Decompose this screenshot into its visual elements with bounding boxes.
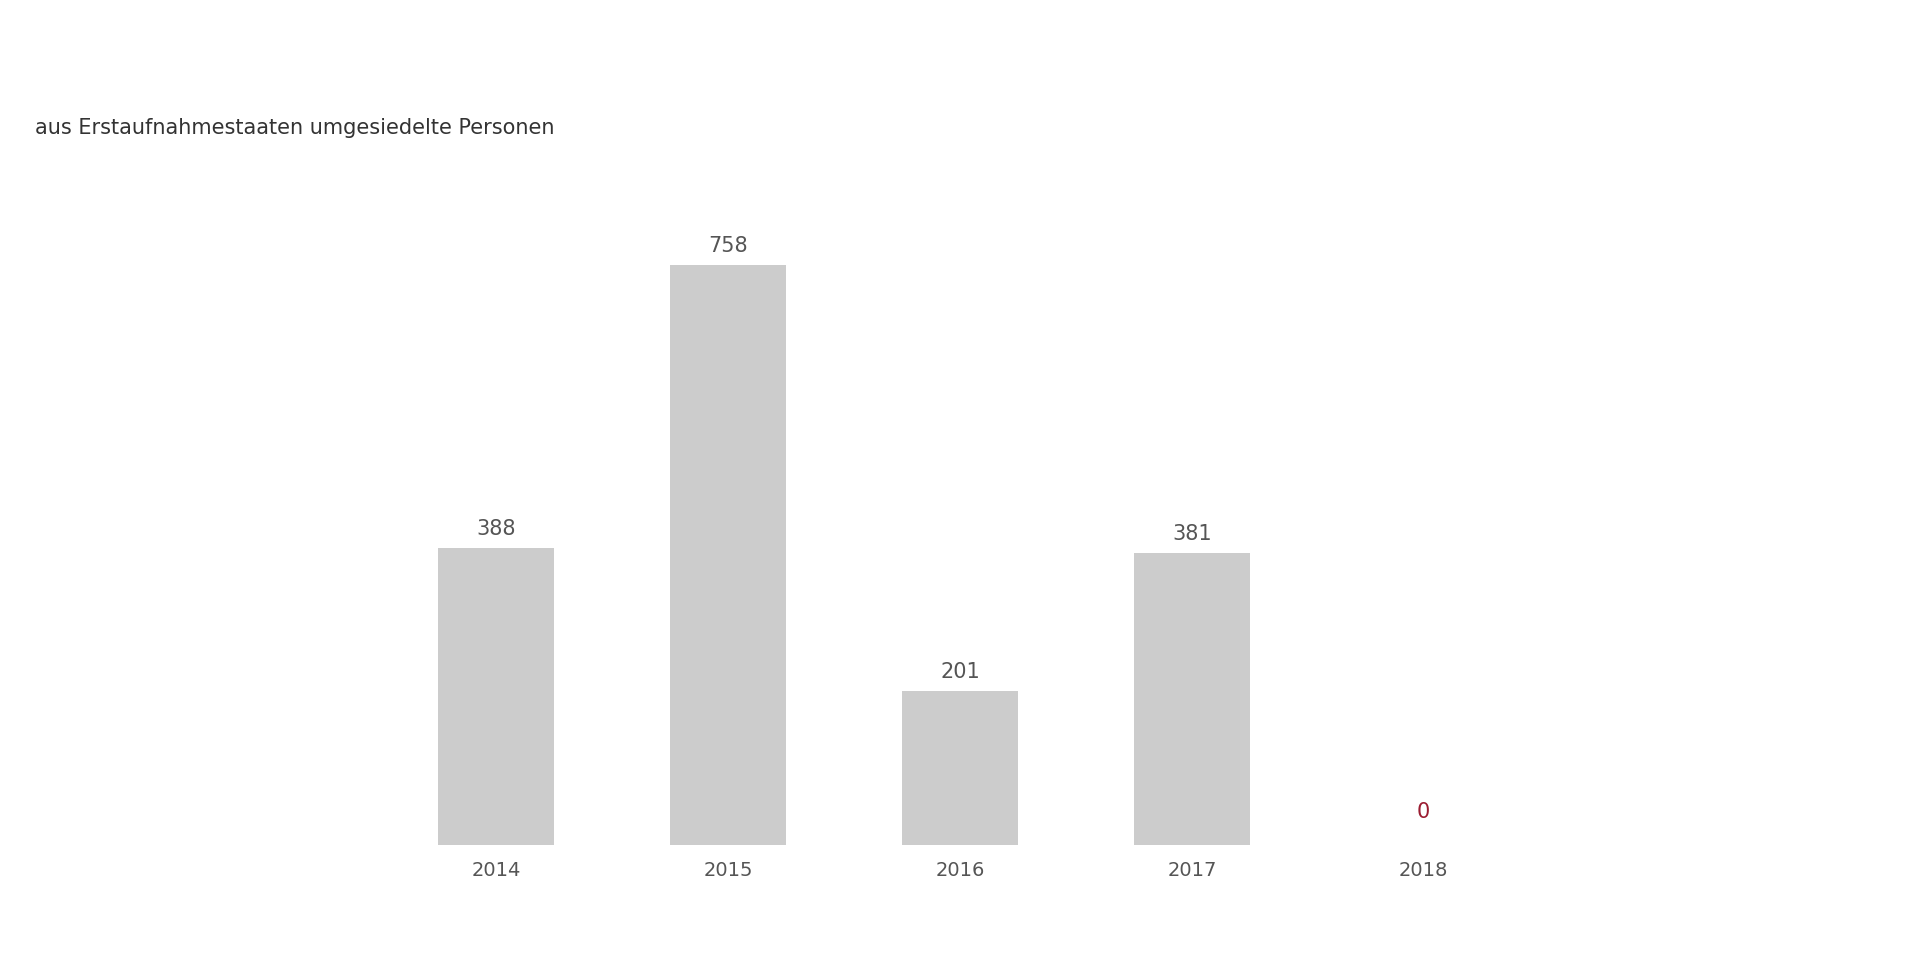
Text: aus Erstaufnahmestaaten umgesiedelte Personen: aus Erstaufnahmestaaten umgesiedelte Per… [35,118,555,137]
Text: 388: 388 [476,519,516,539]
Bar [670,265,785,845]
Bar [438,548,555,845]
Text: Datenquelle: BMI: Datenquelle: BMI [35,922,202,941]
Text: 381: 381 [1171,524,1212,544]
Text: 758: 758 [708,236,749,256]
Text: Resettlement (seit 2014): Resettlement (seit 2014) [35,25,465,54]
Text: Grafik: Stefan Rabl: Grafik: Stefan Rabl [1701,922,1885,941]
Text: 201: 201 [941,662,979,682]
Bar [902,691,1018,845]
Bar [1135,554,1250,845]
Text: 0: 0 [1417,802,1430,822]
